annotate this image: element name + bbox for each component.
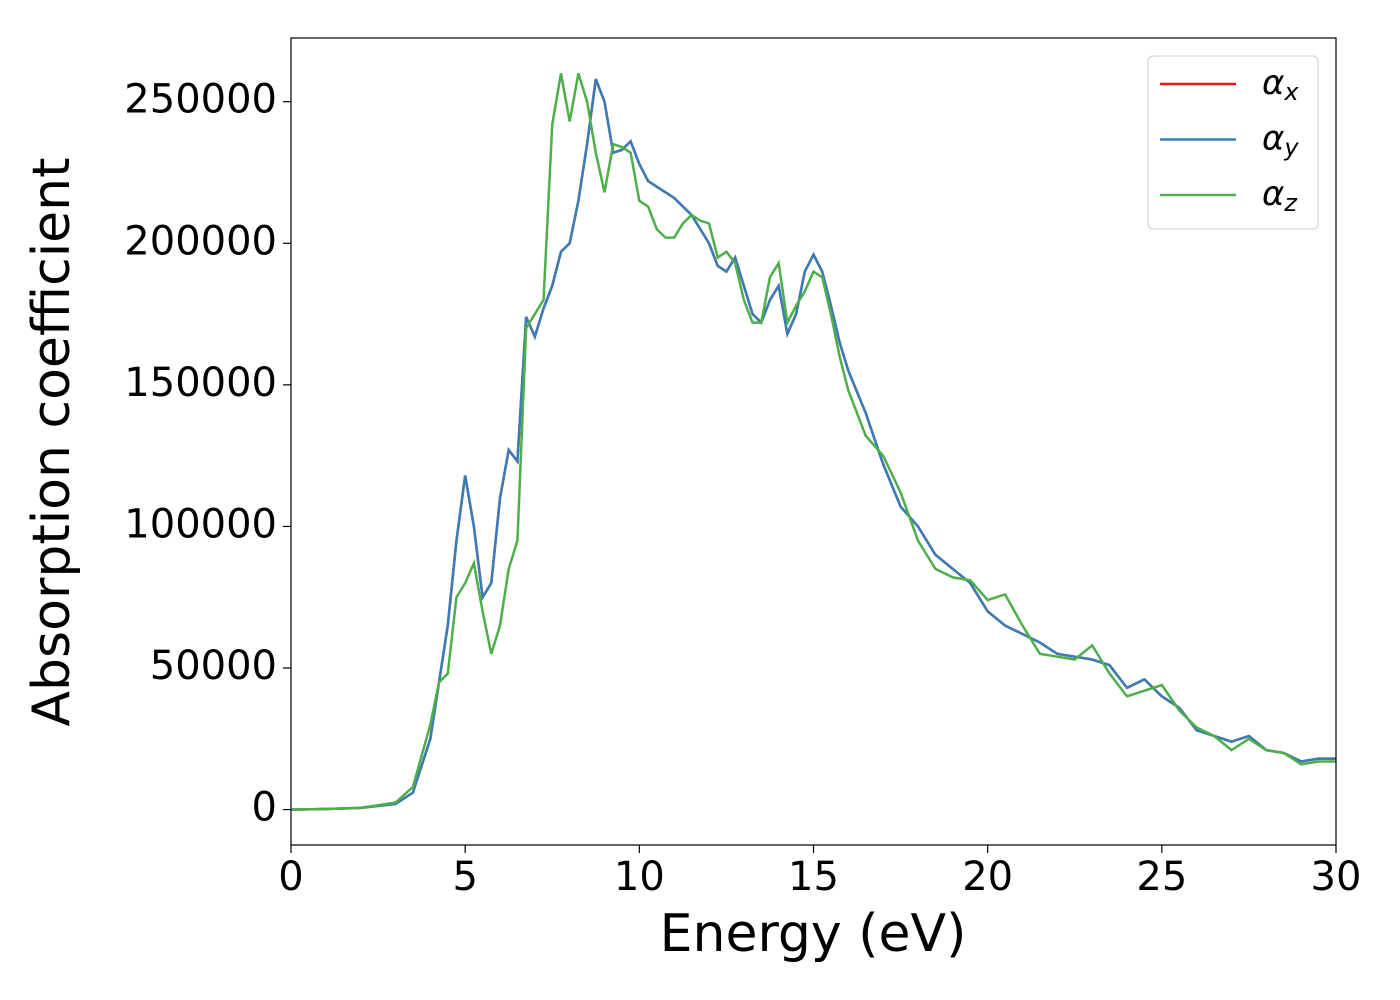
x-tick-label: 0 <box>278 854 303 900</box>
x-tick-label: 5 <box>452 854 477 900</box>
y-axis-label: Absorption coefficient <box>22 157 82 726</box>
x-axis-label: Energy (eV) <box>660 904 967 964</box>
legend-label: αz <box>1262 174 1298 218</box>
y-tick-label: 200000 <box>124 218 277 264</box>
legend-label: αx <box>1262 63 1299 107</box>
y-tick-label: 100000 <box>124 501 277 547</box>
y-tick-label: 0 <box>252 785 277 831</box>
series-line <box>291 78 1336 811</box>
legend-label: αy <box>1262 118 1299 162</box>
y-tick-label: 250000 <box>124 77 277 123</box>
plot-frame <box>290 37 1337 846</box>
x-tick-label: 25 <box>1136 854 1187 900</box>
x-tick-label: 15 <box>788 854 839 900</box>
x-tick-label: 10 <box>614 854 665 900</box>
y-tick-label: 50000 <box>150 643 277 689</box>
x-tick-label: 30 <box>1311 854 1362 900</box>
x-tick-label: 20 <box>962 854 1013 900</box>
series-line <box>291 73 1336 811</box>
y-tick-label: 150000 <box>124 360 277 406</box>
legend-box <box>1147 55 1319 230</box>
